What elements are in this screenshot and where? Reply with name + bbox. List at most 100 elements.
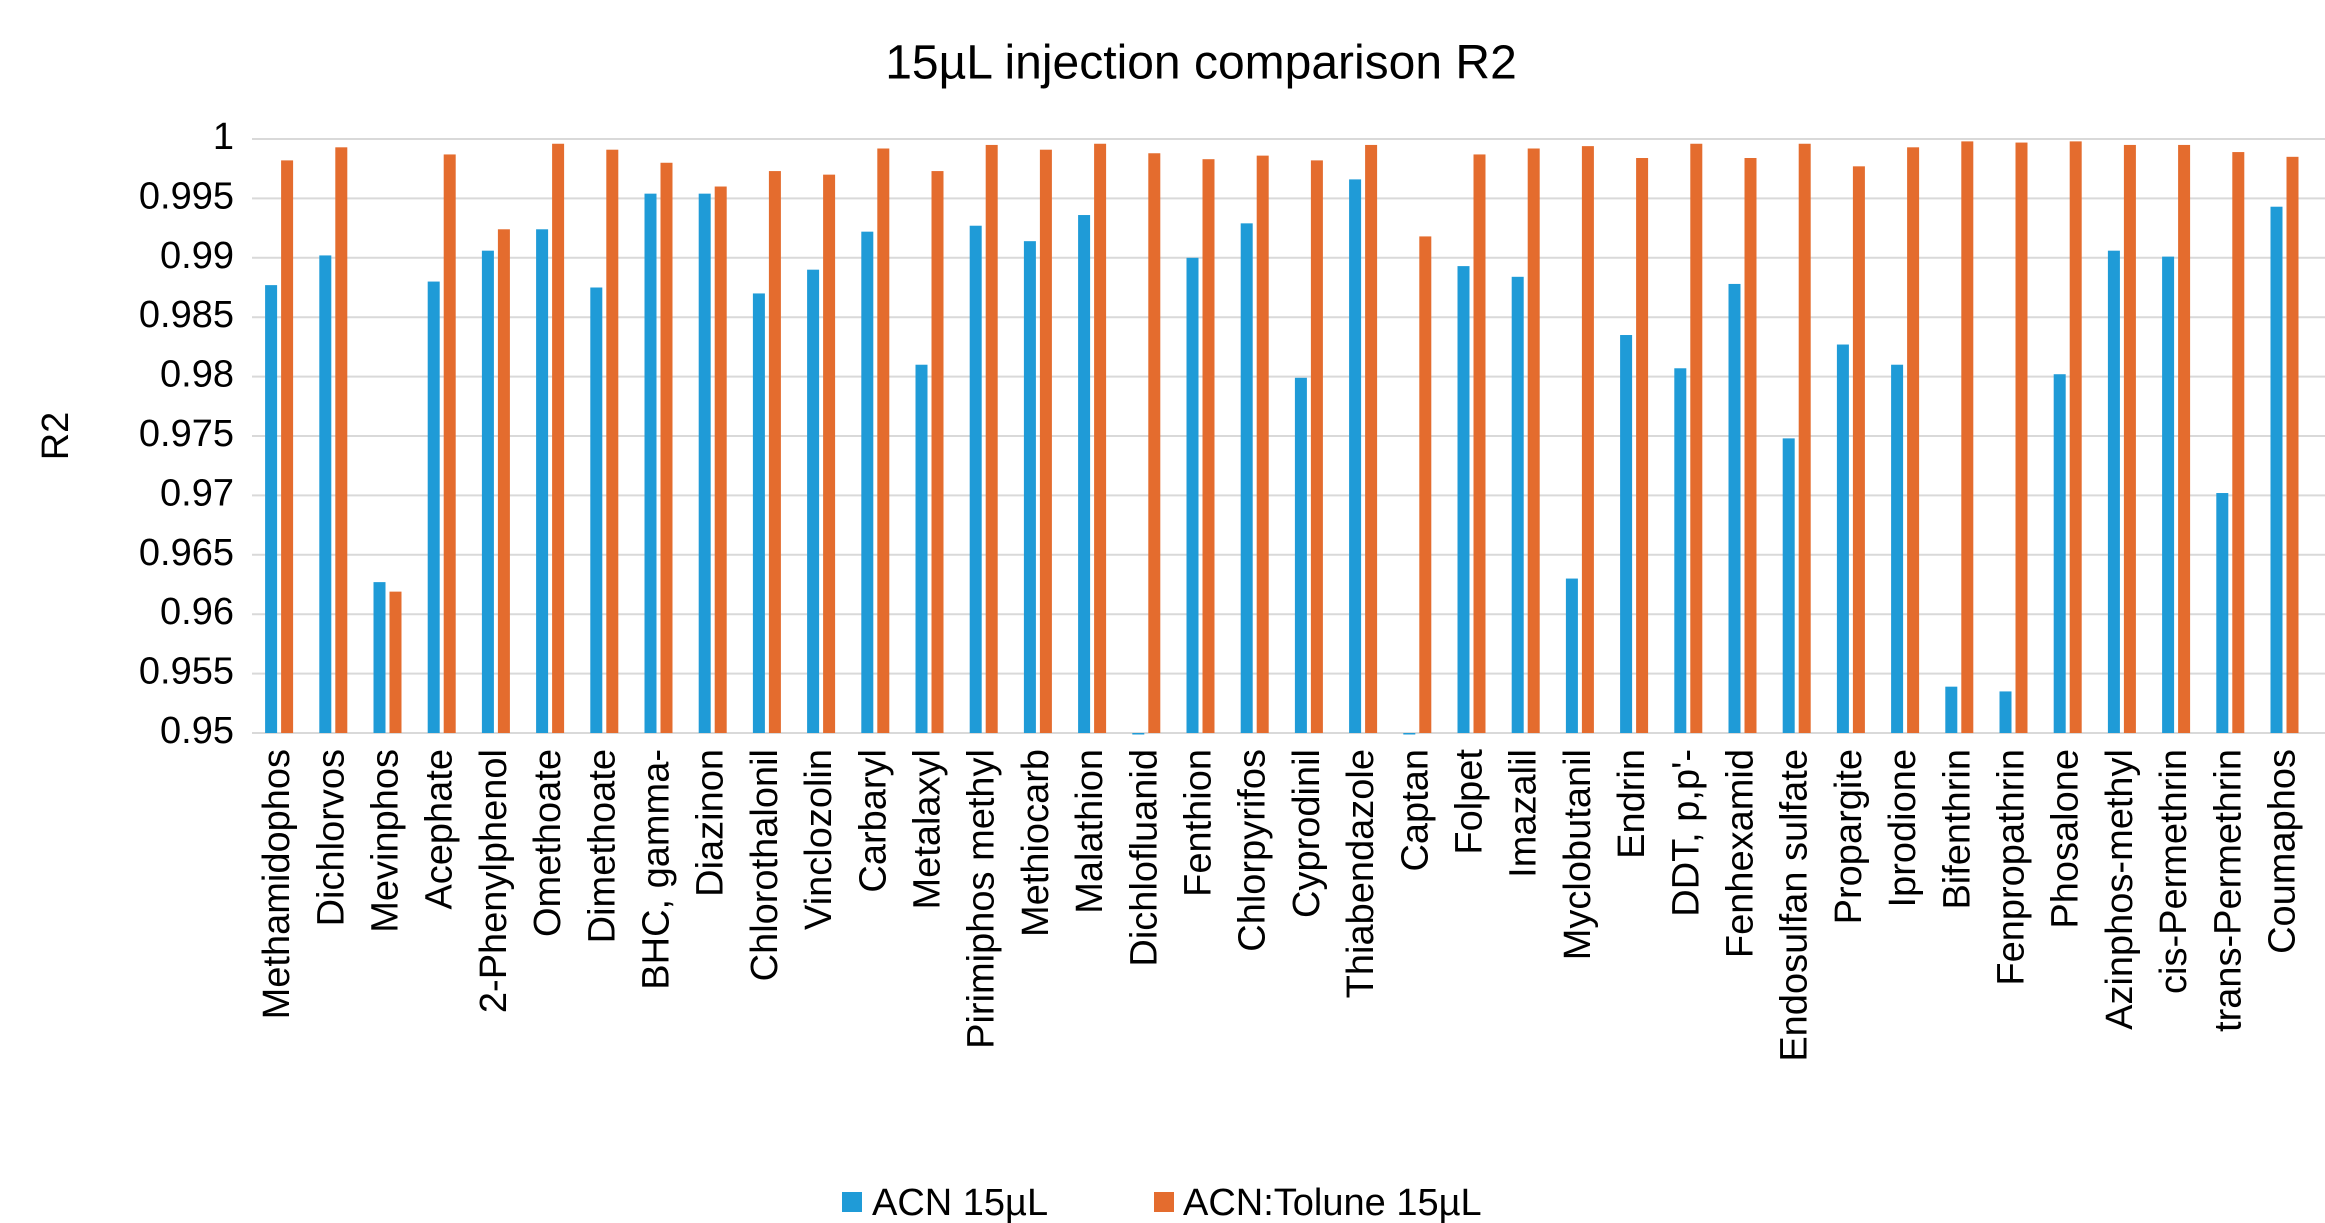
bar [2015,142,2028,734]
x-tick-label: Captan [1394,749,1436,872]
x-tick-label: DDT, p,p'- [1665,749,1707,917]
y-axis-title: R2 [35,412,77,461]
bar [2069,141,2082,734]
bar [1636,158,1649,733]
x-tick-label: Thiabendazole [1340,749,1382,998]
bar [2107,250,2120,733]
x-tick-label: Dichlofluanid [1123,749,1165,967]
x-tick-label: Azinphos-methyl [2099,749,2141,1030]
bar [319,255,332,733]
x-tick-label: Chlorpyrifos [1232,749,1274,952]
x-tick-label: Metalaxyl [907,749,949,910]
bar [1202,159,1215,734]
x-tick-label: Omethoate [527,749,569,937]
bar [2270,206,2283,733]
bar [1511,276,1524,733]
y-tick-label: 0.955 [139,651,234,693]
bar [1094,143,1107,733]
x-tick-label: Folpet [1449,749,1491,855]
legend-swatch [842,1192,862,1212]
bar [1565,578,1578,733]
bar [985,144,998,733]
y-tick-label: 0.995 [139,175,234,217]
legend-swatch [1154,1192,1174,1212]
bar [1907,147,1920,734]
bar [373,582,386,733]
y-tick-label: 0.99 [160,235,234,277]
chart-title: 15µL injection comparison R2 [885,37,1517,90]
bar [1349,179,1362,734]
bar [1457,266,1470,733]
x-tick-label: Mevinphos [365,749,407,933]
bar [1581,146,1594,734]
bar [1798,143,1811,733]
bar [1240,223,1253,733]
bar [552,143,565,733]
bar [931,171,944,734]
bar [2216,493,2229,733]
bar [1999,691,2012,733]
bar [2053,374,2066,733]
x-tick-label: BHC, gamma- [636,749,678,990]
bar [1852,166,1865,734]
bar [660,162,673,733]
bar [1078,215,1091,734]
bar [1620,335,1633,733]
bar [644,193,657,733]
bar [1690,143,1703,733]
x-tick-label: Propargite [1828,749,1870,924]
y-tick-label: 0.975 [139,413,234,455]
bar [1728,283,1741,733]
x-tick-label: Dichlorvos [310,749,352,926]
bar [281,160,294,733]
x-tick-label: Dimethoate [581,749,623,943]
y-tick-label: 0.98 [160,354,234,396]
x-tick-label: Fenpropathrin [1991,749,2033,986]
x-tick-label: Vinclozolin [798,749,840,930]
bar [265,285,278,733]
bar [1365,144,1378,733]
x-tick-label: Fenhexamid [1720,749,1762,958]
x-tick-label: Endrin [1611,749,1653,859]
bar [1132,733,1145,735]
bar [1186,257,1199,733]
y-tick-label: 0.96 [160,591,234,633]
bar [877,148,890,733]
bar [1294,377,1307,733]
bar [1961,141,1974,734]
bar [2178,144,2191,733]
y-tick-label: 0.95 [160,710,234,752]
bar [861,231,874,733]
bar [1836,344,1849,733]
bar [481,250,494,733]
legend-label: ACN:Tolune 15µL [1183,1182,1482,1223]
x-tick-label: Coumaphos [2262,749,2304,954]
x-tick-label: Fenthion [1178,749,1220,897]
bar [1782,438,1795,733]
bar [768,171,781,734]
bar [1473,154,1486,734]
bar [2162,256,2175,733]
x-tick-label: Pirimiphos methyl [961,749,1003,1049]
bar [2286,156,2299,733]
bar [1419,236,1432,733]
bar [1674,368,1687,733]
bar [1256,155,1269,733]
bar [2232,152,2245,733]
bar [1023,241,1036,733]
legend-label: ACN 15µL [872,1182,1048,1223]
bar [590,287,603,733]
bar [1527,148,1540,733]
x-tick-label: Methamidophos [256,749,298,1019]
x-tick-label: Phosalone [2045,749,2087,929]
bar [1148,153,1161,734]
bar [335,147,348,734]
bar [1744,158,1757,733]
bar [536,229,549,733]
x-tick-label: Carbaryl [852,749,894,893]
bar [915,364,928,733]
bar [443,154,456,734]
x-tick-label: Endosulfan sulfate [1774,749,1816,1062]
bar [1891,364,1904,733]
